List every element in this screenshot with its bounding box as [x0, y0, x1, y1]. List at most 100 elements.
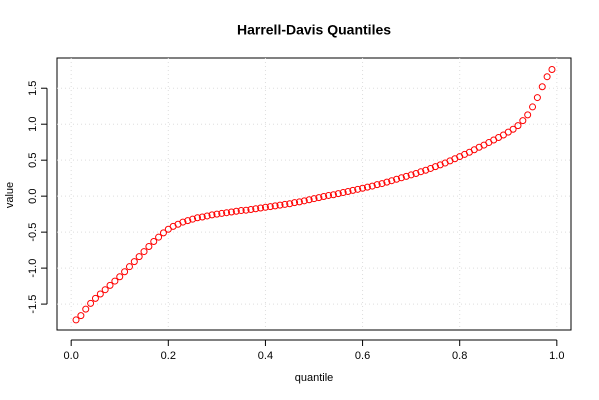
point	[354, 185, 362, 193]
point	[121, 268, 129, 276]
point	[203, 212, 211, 220]
x-tick-label: 0.0	[64, 350, 79, 362]
point	[329, 191, 337, 199]
point	[106, 281, 114, 289]
point	[159, 229, 167, 237]
chart-title: Harrell-Davis Quantiles	[237, 22, 391, 38]
point	[368, 182, 376, 190]
point	[237, 207, 245, 215]
y-tick-label: 0.5	[27, 153, 39, 168]
point	[363, 183, 371, 191]
y-tick-label: 1.5	[27, 81, 39, 96]
y-tick-label: -0.5	[27, 223, 39, 242]
point	[315, 194, 323, 202]
point	[242, 206, 250, 214]
x-tick-label: 0.6	[355, 350, 370, 362]
point	[325, 191, 333, 199]
point	[373, 181, 381, 189]
x-tick-label: 0.2	[161, 350, 176, 362]
y-tick-label: -1.0	[27, 259, 39, 278]
point	[266, 203, 274, 211]
point	[179, 218, 187, 226]
point	[87, 299, 95, 307]
point	[378, 180, 386, 188]
point	[189, 215, 197, 223]
point	[538, 83, 546, 91]
y-tick-label: -1.5	[27, 295, 39, 314]
point	[96, 290, 104, 298]
point	[310, 195, 318, 203]
x-tick-label: 0.8	[452, 350, 467, 362]
point	[232, 207, 240, 215]
point	[223, 209, 231, 217]
point	[247, 205, 255, 213]
point	[213, 210, 221, 218]
point	[130, 258, 138, 266]
point	[509, 125, 517, 133]
point	[524, 111, 532, 119]
point	[184, 217, 192, 225]
point	[101, 286, 109, 294]
point	[257, 204, 265, 212]
point	[125, 263, 133, 271]
point	[388, 177, 396, 185]
point	[383, 178, 391, 186]
plot-frame	[56, 57, 572, 331]
point	[543, 73, 551, 81]
point	[208, 211, 216, 219]
y-tick-label: 1.0	[27, 117, 39, 132]
point	[529, 103, 537, 111]
point	[91, 294, 99, 302]
point	[193, 214, 201, 222]
point	[155, 233, 163, 241]
point	[281, 200, 289, 208]
y-tick-label: 0.0	[27, 189, 39, 204]
point	[145, 243, 153, 251]
x-tick-label: 0.4	[258, 350, 273, 362]
x-axis-label: quantile	[295, 372, 334, 384]
point	[422, 166, 430, 174]
point	[227, 208, 235, 216]
point	[286, 200, 294, 208]
point	[334, 190, 342, 198]
point	[116, 273, 124, 281]
point	[135, 253, 143, 261]
point	[344, 187, 352, 195]
point	[77, 312, 85, 320]
point	[431, 163, 439, 171]
point	[72, 316, 80, 324]
y-axis-label: value	[4, 182, 16, 208]
point	[519, 117, 527, 125]
point	[359, 184, 367, 192]
point	[402, 172, 410, 180]
point	[436, 161, 444, 169]
point	[261, 203, 269, 211]
point	[548, 66, 556, 74]
point	[427, 164, 435, 172]
point	[412, 169, 420, 177]
point	[393, 175, 401, 183]
point	[82, 305, 90, 313]
point	[339, 189, 347, 197]
point	[533, 94, 541, 102]
point	[218, 209, 226, 217]
x-tick-label: 1.0	[549, 350, 564, 362]
point	[198, 213, 206, 221]
point	[397, 174, 405, 182]
point	[150, 237, 158, 245]
point	[291, 199, 299, 207]
point	[252, 205, 260, 213]
point	[271, 202, 279, 210]
point	[417, 168, 425, 176]
point	[295, 198, 303, 206]
point	[140, 248, 148, 256]
point	[320, 193, 328, 201]
point	[276, 201, 284, 209]
point	[300, 197, 308, 205]
point	[349, 186, 357, 194]
point	[305, 196, 313, 204]
point	[407, 171, 415, 179]
point	[111, 277, 119, 285]
point	[514, 122, 522, 130]
